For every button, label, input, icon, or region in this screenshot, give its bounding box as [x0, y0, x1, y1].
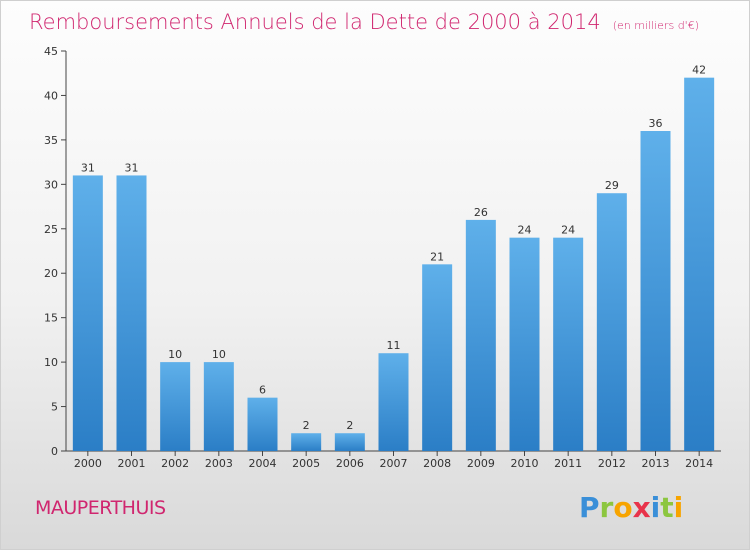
x-tick-label: 2007 [380, 457, 408, 470]
x-tick-label: 2010 [511, 457, 539, 470]
y-tick-label: 45 [44, 45, 58, 58]
y-tick-label: 0 [51, 445, 58, 458]
data-label: 2 [303, 419, 310, 432]
x-tick-label: 2004 [249, 457, 277, 470]
logo-letter: r [600, 491, 614, 524]
bar [247, 397, 278, 451]
data-label: 2 [346, 419, 353, 432]
bar [640, 131, 671, 451]
bar [596, 193, 627, 451]
data-label: 10 [168, 348, 182, 361]
data-label: 11 [387, 339, 401, 352]
data-label: 24 [518, 224, 532, 237]
y-tick-label: 25 [44, 223, 58, 236]
x-tick-label: 2000 [74, 457, 102, 470]
logo-letter: i [651, 491, 661, 524]
x-tick-label: 2005 [292, 457, 320, 470]
bar [509, 237, 540, 451]
logo-wordmark: Proxiti [579, 491, 683, 524]
commune-name: MAUPERTHUIS [35, 497, 166, 519]
y-tick-label: 40 [44, 89, 58, 102]
logo-letter: x [633, 491, 651, 524]
y-tick-label: 20 [44, 267, 58, 280]
logo-letter: o [613, 491, 632, 524]
bar [465, 219, 496, 451]
x-tick-label: 2011 [554, 457, 582, 470]
logo-letter: i [674, 491, 684, 524]
bar [334, 433, 365, 451]
y-tick-label: 35 [44, 134, 58, 147]
data-label: 29 [605, 179, 619, 192]
data-label: 31 [125, 161, 139, 174]
data-label: 6 [259, 384, 266, 397]
bar [684, 77, 715, 452]
data-label: 31 [81, 161, 95, 174]
data-label: 42 [692, 64, 706, 77]
data-label: 10 [212, 348, 226, 361]
x-tick-label: 2006 [336, 457, 364, 470]
y-tick-label: 10 [44, 356, 58, 369]
data-label: 36 [649, 117, 663, 130]
x-tick-label: 2013 [642, 457, 670, 470]
bar [72, 175, 103, 451]
x-tick-label: 2003 [205, 457, 233, 470]
x-tick-label: 2001 [118, 457, 146, 470]
bar [378, 353, 409, 451]
y-tick-label: 5 [51, 401, 58, 414]
y-tick-label: 15 [44, 312, 58, 325]
bar [291, 433, 322, 451]
bar [422, 264, 453, 451]
y-tick-label: 30 [44, 178, 58, 191]
bar [160, 362, 191, 451]
data-label: 24 [561, 224, 575, 237]
proxiti-logo: Proxiti [579, 491, 683, 524]
data-label: 21 [430, 250, 444, 263]
chart-title: Remboursements Annuels de la Dette de 20… [29, 10, 699, 34]
logo-letter: t [660, 491, 673, 524]
x-tick-label: 2002 [161, 457, 189, 470]
x-tick-label: 2008 [423, 457, 451, 470]
bar [553, 237, 584, 451]
logo-letter: P [579, 491, 600, 524]
chart-title-text: Remboursements Annuels de la Dette de 20… [29, 10, 601, 34]
data-label: 26 [474, 206, 488, 219]
x-tick-label: 2009 [467, 457, 495, 470]
chart-subtitle: (en milliers d'€) [612, 19, 699, 32]
bar [116, 175, 147, 451]
bar [203, 362, 234, 451]
x-tick-label: 2014 [685, 457, 713, 470]
x-tick-label: 2012 [598, 457, 626, 470]
